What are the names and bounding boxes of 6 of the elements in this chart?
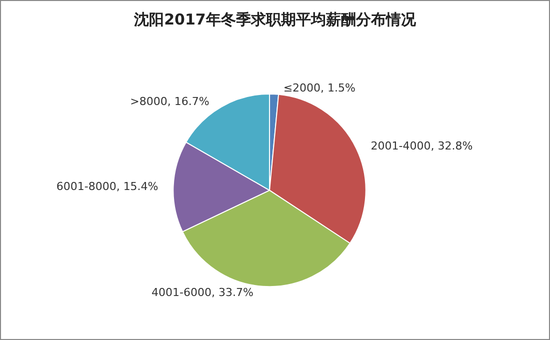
slice-label: ≤2000, 1.5% (283, 82, 356, 95)
slice-label: >8000, 16.7% (130, 95, 210, 108)
slice-label: 6001-8000, 15.4% (56, 180, 158, 193)
slice-label: 2001-4000, 32.8% (370, 140, 473, 153)
slice-label: 4001-6000, 33.7% (152, 286, 254, 299)
chart-title: 沈阳2017年冬季求职期平均薪酬分布情况 (133, 10, 417, 28)
